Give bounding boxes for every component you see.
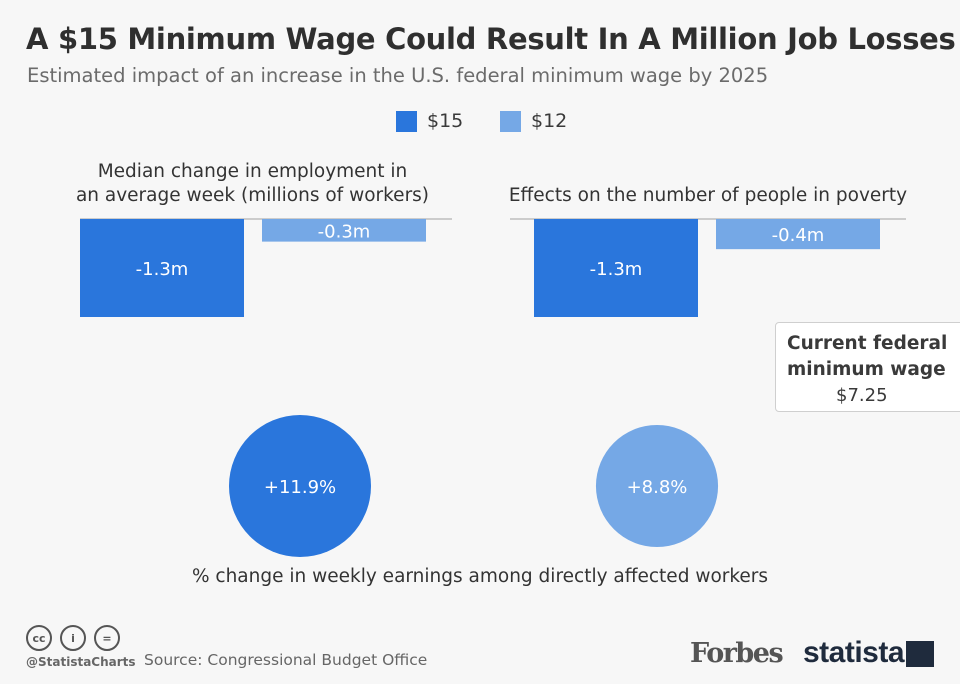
bubbles-layer: +11.9% +8.8% (229, 415, 719, 557)
note-title: Current federal minimum wage (787, 333, 948, 380)
earnings-bubble-label-usd12: +8.8% (627, 477, 688, 498)
legend-swatch-12 (500, 110, 521, 132)
statista-logo: statista (803, 636, 905, 669)
legend-label-12: $12 (531, 110, 568, 132)
poverty-bar-label-usd12: -0.4m (772, 225, 825, 246)
statista-logo-mark (906, 641, 934, 667)
note-value: $7.25 (836, 385, 888, 406)
earnings-bubble-label-usd15: +11.9% (264, 477, 336, 498)
chart-title: A $15 Minimum Wage Could Result In A Mil… (26, 22, 956, 56)
cc-icon: cc (26, 625, 52, 651)
employment-title-line-2: an average week (millions of workers) (75, 185, 430, 206)
nd-icon: = (94, 625, 120, 651)
bars-layer: -1.3m -0.3m -1.3m -0.4m (80, 219, 880, 317)
legend-item-15: $15 (396, 110, 463, 132)
poverty-bar-usd15 (534, 219, 698, 317)
employment-title-line-1: Median change in employment in (97, 161, 408, 182)
current-wage-note: Current federal minimum wage $7.25 (775, 322, 960, 412)
source-text: Source: Congressional Budget Office (144, 651, 428, 669)
employment-bar-label-usd15: -1.3m (136, 259, 189, 280)
legend-label-15: $15 (427, 110, 464, 132)
employment-bar-label-usd12: -0.3m (318, 221, 371, 242)
by-icon: i (60, 625, 86, 651)
legend-swatch-15 (396, 110, 417, 132)
poverty-title-line-1: Effects on the number of people in pover… (508, 185, 908, 206)
poverty-bar-usd12 (716, 219, 880, 250)
employment-bar-usd12 (262, 219, 426, 242)
poverty-bar-label-usd15: -1.3m (590, 259, 643, 280)
chart-subtitle: Estimated impact of an increase in the U… (27, 64, 769, 87)
legend: $15 $12 (0, 110, 960, 136)
license-icons: cc i = (26, 625, 128, 651)
employment-bar-usd15 (80, 219, 244, 317)
employment-panel-title: Median change in employment in an averag… (60, 160, 445, 208)
statista-handle: @StatistaCharts (26, 655, 136, 669)
poverty-panel-title: Effects on the number of people in pover… (498, 184, 918, 208)
forbes-logo: Forbes (690, 638, 784, 669)
earnings-bubble-usd12 (595, 424, 719, 548)
legend-item-12: $12 (500, 110, 567, 132)
earnings-bubble-usd15 (229, 415, 371, 557)
earnings-caption: % change in weekly earnings among direct… (191, 566, 769, 587)
